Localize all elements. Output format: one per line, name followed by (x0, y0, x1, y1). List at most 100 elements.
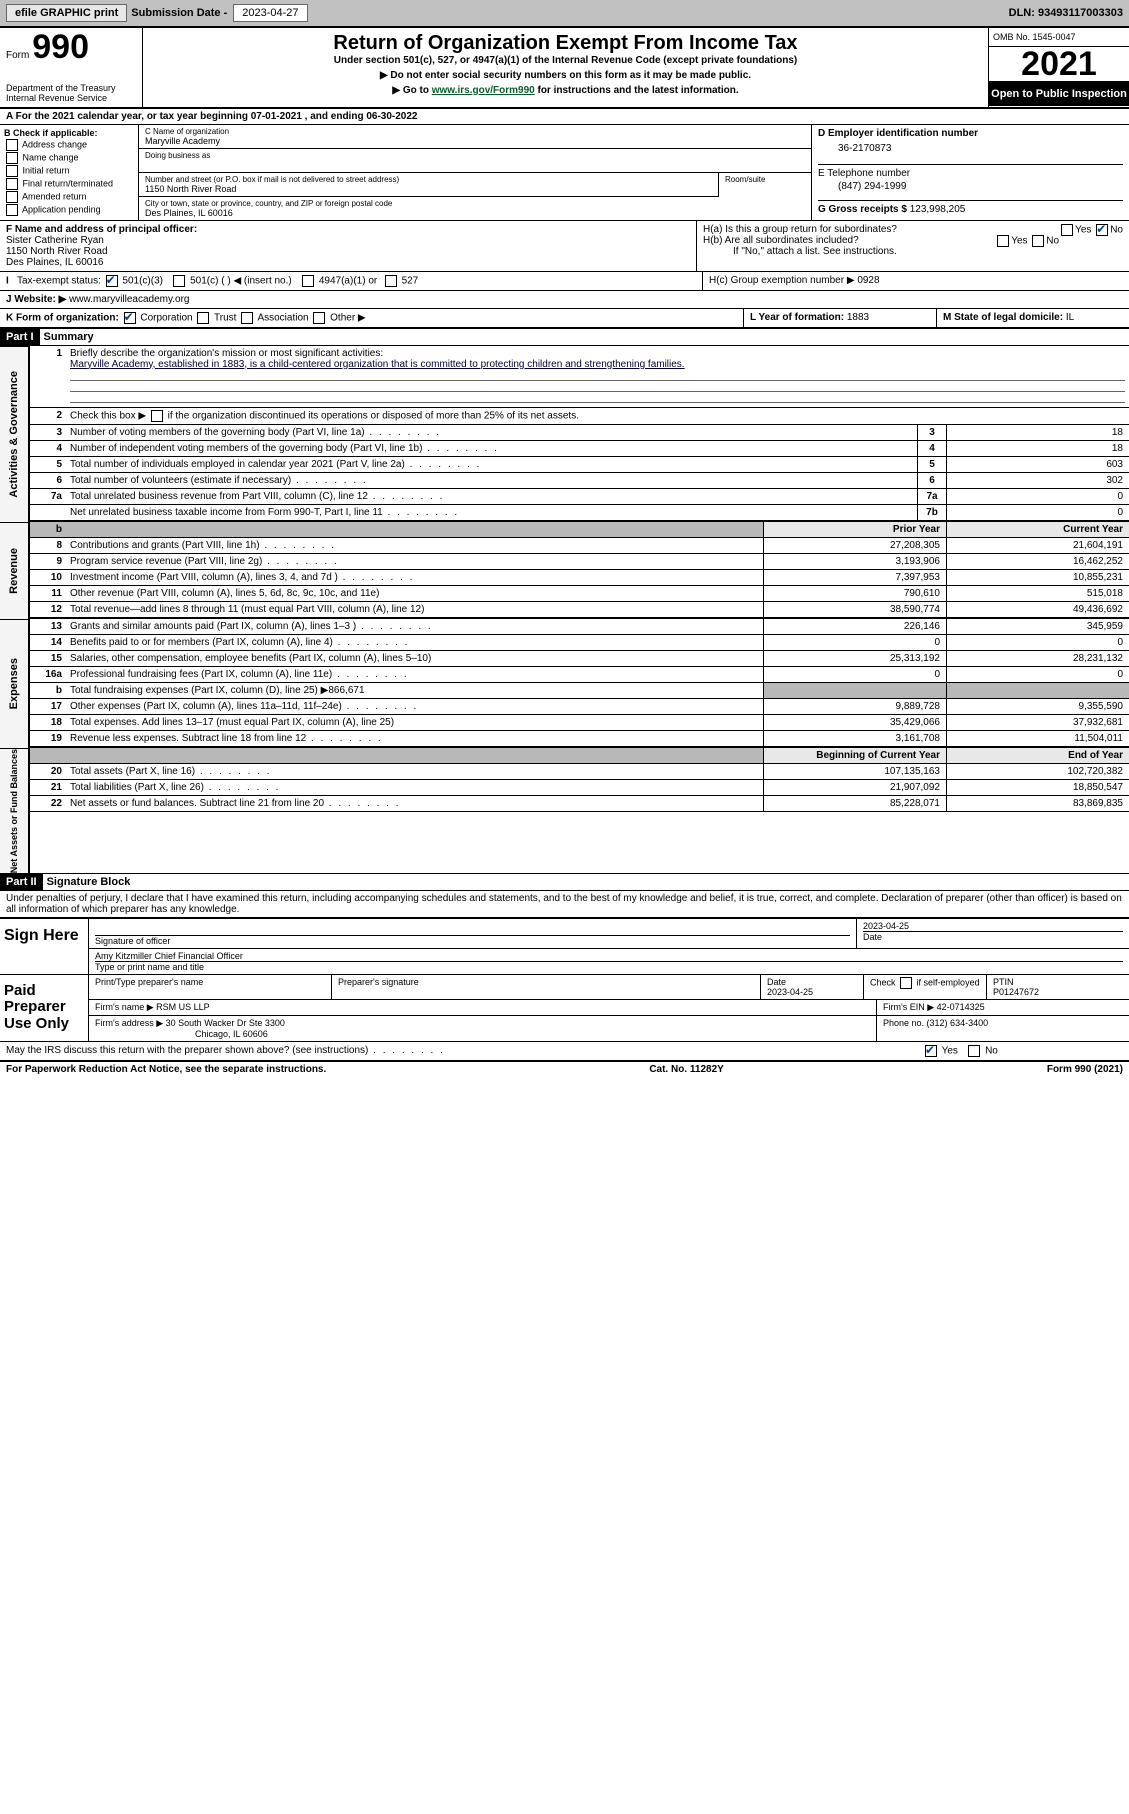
r10-py: 7,397,953 (763, 570, 946, 585)
ha-no[interactable] (1096, 224, 1108, 236)
ptin: P01247672 (993, 987, 1039, 997)
firm-phone: (312) 634-3400 (927, 1018, 989, 1028)
org-corp[interactable] (124, 312, 136, 324)
form-header: Form 990 Department of the Treasury Inte… (0, 28, 1129, 109)
check-self-employed[interactable] (900, 977, 912, 989)
form-title: Return of Organization Exempt From Incom… (151, 32, 980, 55)
tax-year: 2021 (989, 47, 1129, 82)
firm-addr1: 30 South Wacker Dr Ste 3300 (166, 1018, 285, 1028)
val-3: 18 (946, 425, 1129, 440)
check-application-pending[interactable] (6, 204, 18, 216)
check-amended[interactable] (6, 191, 18, 203)
r12-py: 38,590,774 (763, 602, 946, 617)
irs-link[interactable]: www.irs.gov/Form990 (432, 85, 535, 96)
sign-date: 2023-04-25 (863, 921, 1123, 931)
website-link[interactable]: www.maryvilleacademy.org (69, 294, 189, 305)
section-revenue: Revenue (8, 548, 20, 594)
status-501c3[interactable] (106, 275, 118, 287)
r19-cy: 11,504,011 (946, 731, 1129, 746)
r17-py: 9,889,728 (763, 699, 946, 714)
hb-yes[interactable] (997, 235, 1009, 247)
r10-cy: 10,855,231 (946, 570, 1129, 585)
dept-treasury: Department of the Treasury (6, 83, 136, 93)
preparer-date: 2023-04-25 (767, 987, 813, 997)
r13-py: 226,146 (763, 619, 946, 634)
gross-receipts: 123,998,205 (910, 204, 966, 215)
r20-cy: 102,720,382 (946, 764, 1129, 779)
check-discontinued[interactable] (151, 410, 163, 422)
submission-date-label: Submission Date - (131, 7, 227, 19)
r9-cy: 16,462,252 (946, 554, 1129, 569)
group-exemption: 0928 (857, 275, 879, 286)
top-bar: efile GRAPHIC print Submission Date - 20… (0, 0, 1129, 28)
r18-py: 35,429,066 (763, 715, 946, 730)
officer-name: Amy Kitzmiller Chief Financial Officer (95, 951, 1123, 961)
part-ii-header: Part IISignature Block (0, 873, 1129, 891)
r22-py: 85,228,071 (763, 796, 946, 811)
section-net-assets: Net Assets or Fund Balances (9, 749, 19, 873)
org-other[interactable] (313, 312, 325, 324)
check-final-return[interactable] (6, 178, 18, 190)
r13-cy: 345,959 (946, 619, 1129, 634)
r16a-py: 0 (763, 667, 946, 682)
org-address: 1150 North River Road (145, 184, 712, 194)
form-subtitle: Under section 501(c), 527, or 4947(a)(1)… (151, 55, 980, 66)
submission-date: 2023-04-27 (233, 4, 307, 22)
r16a-cy: 0 (946, 667, 1129, 682)
sign-here-label: Sign Here (0, 919, 88, 974)
r8-py: 27,208,305 (763, 538, 946, 553)
part-i-header: Part ISummary (0, 328, 1129, 346)
efile-print-button[interactable]: efile GRAPHIC print (6, 4, 127, 22)
r11-py: 790,610 (763, 586, 946, 601)
paid-preparer-label: Paid Preparer Use Only (0, 975, 88, 1041)
r15-cy: 28,231,132 (946, 651, 1129, 666)
open-to-public: Open to Public Inspection (989, 82, 1129, 106)
r11-cy: 515,018 (946, 586, 1129, 601)
section-expenses: Expenses (8, 658, 20, 709)
section-governance: Activities & Governance (8, 371, 20, 498)
discuss-no[interactable] (968, 1045, 980, 1057)
r19-py: 3,161,708 (763, 731, 946, 746)
irs-label: Internal Revenue Service (6, 93, 136, 103)
discuss-question: May the IRS discuss this return with the… (0, 1042, 917, 1060)
val-7a: 0 (946, 489, 1129, 504)
r14-py: 0 (763, 635, 946, 650)
org-assoc[interactable] (241, 312, 253, 324)
r14-cy: 0 (946, 635, 1129, 650)
r9-py: 3,193,906 (763, 554, 946, 569)
r20-py: 107,135,163 (763, 764, 946, 779)
r8-cy: 21,604,191 (946, 538, 1129, 553)
line-a-tax-year: A For the 2021 calendar year, or tax yea… (0, 109, 1129, 125)
perjury-declaration: Under penalties of perjury, I declare th… (0, 891, 1129, 917)
val-4: 18 (946, 441, 1129, 456)
ha-yes[interactable] (1061, 224, 1073, 236)
discuss-yes[interactable] (925, 1045, 937, 1057)
check-address-change[interactable] (6, 139, 18, 151)
status-527[interactable] (385, 275, 397, 287)
note-ssn: ▶ Do not enter social security numbers o… (151, 70, 980, 81)
form-number: 990 (32, 28, 89, 66)
org-trust[interactable] (197, 312, 209, 324)
fundraising-total: 866,671 (328, 685, 364, 696)
officer-group-block: F Name and address of principal officer:… (0, 221, 1129, 272)
r12-cy: 49,436,692 (946, 602, 1129, 617)
identity-block: B Check if applicable: Address change Na… (0, 125, 1129, 221)
firm-name: RSM US LLP (156, 1002, 210, 1012)
val-6: 302 (946, 473, 1129, 488)
val-7b: 0 (946, 505, 1129, 520)
check-initial-return[interactable] (6, 165, 18, 177)
hb-no[interactable] (1032, 235, 1044, 247)
status-501c[interactable] (173, 275, 185, 287)
r18-cy: 37,932,681 (946, 715, 1129, 730)
year-formation: 1883 (847, 312, 869, 323)
ein: 36-2170873 (838, 143, 1123, 154)
check-name-change[interactable] (6, 152, 18, 164)
firm-addr2: Chicago, IL 60606 (195, 1029, 268, 1039)
form-word: Form (6, 50, 29, 61)
r21-py: 21,907,092 (763, 780, 946, 795)
note-link: ▶ Go to www.irs.gov/Form990 for instruct… (151, 85, 980, 96)
phone: (847) 294-1999 (838, 181, 1123, 192)
mission-text: Maryville Academy, established in 1883, … (70, 359, 685, 370)
status-4947[interactable] (302, 275, 314, 287)
dln: DLN: 93493117003303 (1009, 7, 1123, 19)
